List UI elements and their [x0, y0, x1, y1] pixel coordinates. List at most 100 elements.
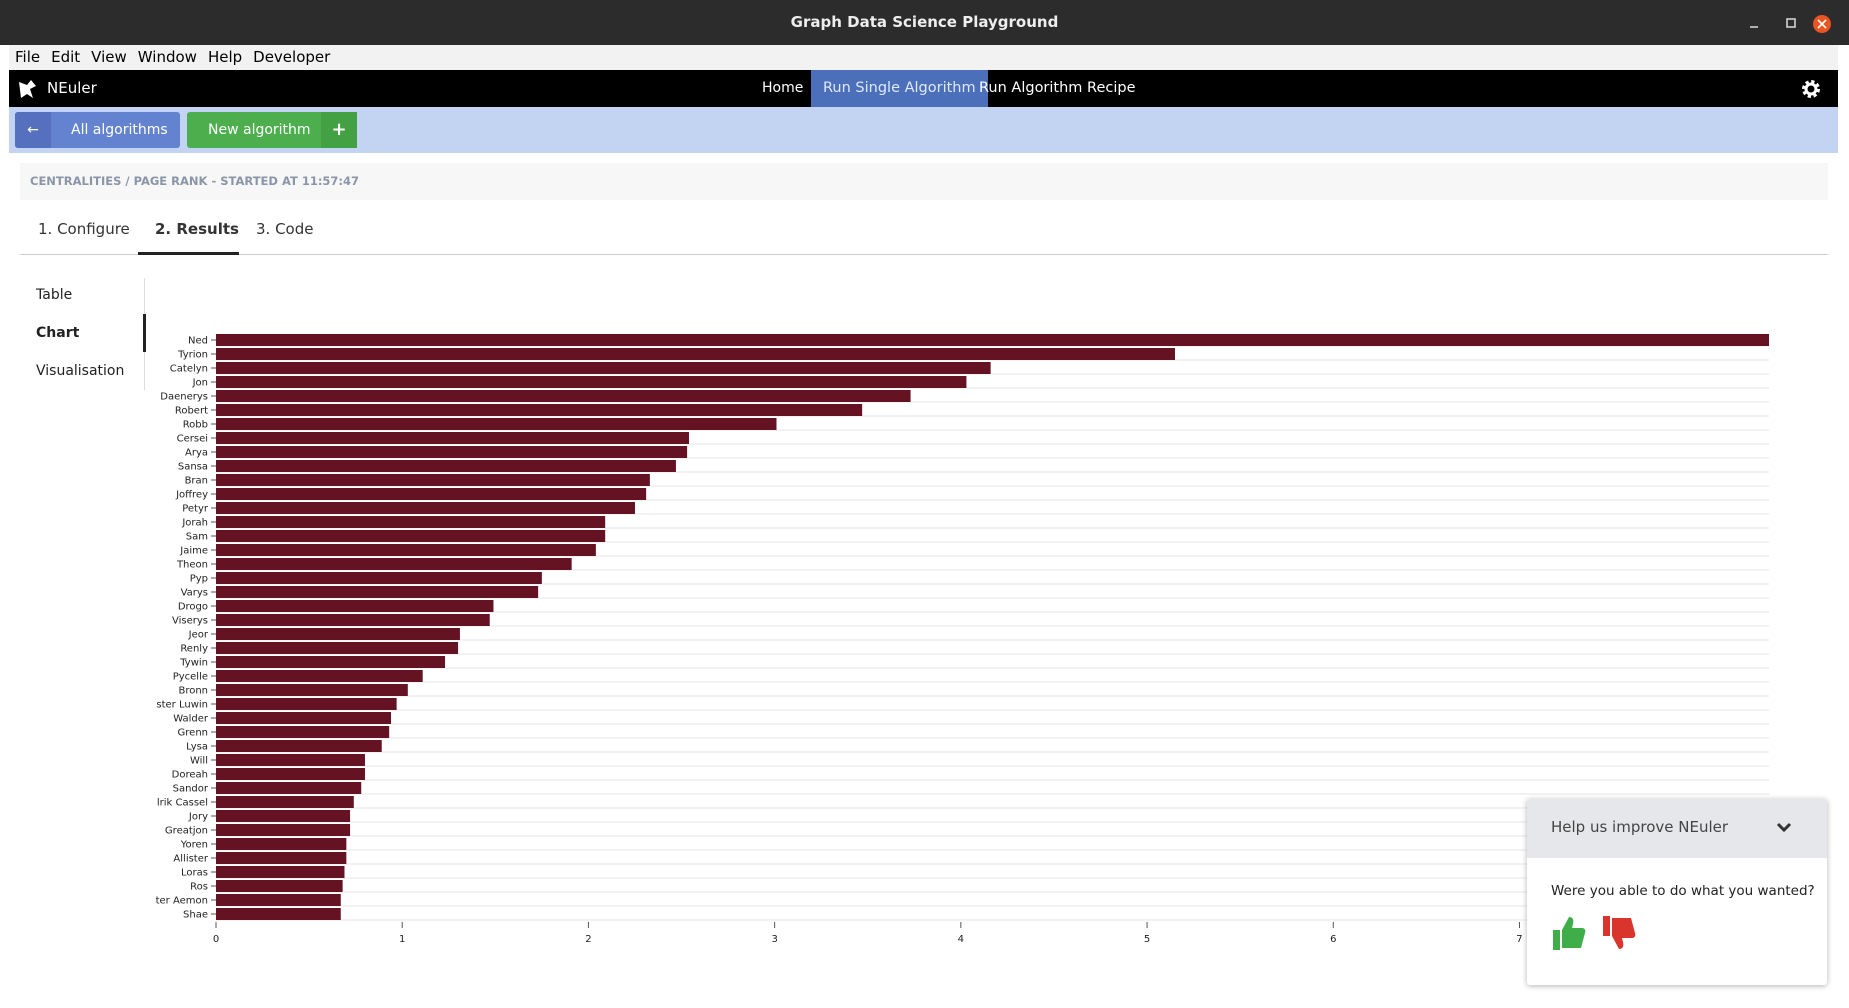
collapse-icon[interactable] [1775, 821, 1793, 835]
menu-item[interactable]: Edit [51, 48, 81, 66]
brand[interactable]: NEuler [47, 79, 97, 97]
bar [216, 488, 647, 500]
bar [216, 558, 572, 570]
bar [216, 642, 459, 654]
y-tick-label: lrik Cassel [157, 798, 208, 809]
bar [216, 376, 967, 388]
logo [19, 80, 36, 98]
y-tick-label: Sam [186, 532, 208, 543]
x-tick-label: 6 [1330, 934, 1336, 945]
bar [216, 698, 397, 710]
y-tick-label: Doreah [172, 770, 208, 781]
y-tick-label: Greatjon [165, 826, 208, 837]
y-tick-label: Bran [185, 476, 208, 487]
x-tick-label: 0 [213, 934, 219, 945]
menu-item[interactable]: Help [207, 48, 243, 66]
y-tick-label: Ros [190, 882, 208, 893]
bar [216, 432, 689, 444]
x-tick-label: 5 [1144, 934, 1150, 945]
bar [216, 740, 382, 752]
bar [216, 586, 539, 598]
y-tick-label: Allister [173, 854, 208, 865]
tab-underline [138, 252, 239, 255]
x-tick-label: 1 [399, 934, 405, 945]
bar [216, 824, 351, 836]
side-item[interactable]: Visualisation [36, 363, 125, 379]
y-tick-label: Petyr [182, 504, 209, 515]
bar [216, 600, 494, 612]
breadcrumb-text: CENTRALITIES / PAGE RANK - STARTED AT 11… [30, 174, 360, 188]
y-tick-label: Tywin [179, 658, 208, 669]
y-tick-label: Drogo [178, 602, 208, 613]
feedback-buttons[interactable] [1551, 914, 1641, 954]
y-tick-label: Joffrey [175, 490, 208, 501]
window-controls[interactable] [1740, 12, 1840, 36]
y-tick-label: Robb [183, 420, 208, 431]
bar [216, 838, 347, 850]
nav-link[interactable]: Home [762, 80, 804, 96]
bar [216, 516, 606, 528]
new-button[interactable]: New algorithm + [187, 112, 357, 148]
y-tick-label: Walder [173, 714, 209, 725]
y-tick-label: Jorah [181, 518, 208, 529]
menu-item[interactable]: Window [137, 48, 197, 66]
y-tick-label: Yoren [180, 840, 208, 851]
toolbar: ← All algorithms New algorithm + [9, 107, 1838, 153]
y-tick-label: Arya [185, 448, 208, 459]
y-tick-label: ster Luwin [156, 700, 208, 711]
button-label: New algorithm [208, 122, 311, 138]
feedback-title: Help us improve NEuler [1551, 818, 1729, 836]
bar [216, 390, 911, 402]
nav-link[interactable]: Run Algorithm Recipe [979, 80, 1136, 96]
nav-link-active[interactable]: Run Single Algorithm [811, 70, 988, 107]
chart: Ned Tyrion Catelyn Jon Daenerys Robert Robb Cer… [156, 334, 1769, 945]
bar [216, 656, 446, 668]
nav-bar: NEuler Home Run Single Algorithm Run Alg… [9, 70, 1838, 107]
menu-item[interactable]: View [91, 48, 127, 66]
feedback-header[interactable]: Help us improve NEuler [1527, 799, 1827, 858]
bar [216, 670, 423, 682]
bar [216, 866, 345, 878]
bar [216, 684, 408, 696]
breadcrumb: CENTRALITIES / PAGE RANK - STARTED AT 11… [20, 163, 1828, 200]
menu-item[interactable]: Developer [253, 48, 331, 66]
tab-active[interactable]: 2. Results [155, 220, 239, 238]
back-button[interactable]: ← All algorithms [15, 112, 180, 148]
tab[interactable]: 1. Configure [38, 220, 130, 238]
y-tick-label: Grenn [178, 728, 208, 739]
bar [216, 572, 542, 584]
bar [216, 348, 1175, 360]
y-tick-label: Will [190, 756, 208, 767]
y-tick-label: ter Aemon [156, 896, 208, 907]
bar [216, 544, 596, 556]
y-tick-label: Viserys [172, 616, 208, 627]
y-tick-label: Tyrion [177, 350, 208, 361]
window-title: Graph Data Science Playground [0, 0, 1849, 45]
tab[interactable]: 3. Code [256, 220, 314, 238]
bar [216, 404, 863, 416]
bar [216, 474, 650, 486]
bar [216, 628, 460, 640]
y-tick-label: Sansa [178, 462, 208, 473]
bar [216, 418, 777, 430]
x-tick-label: 7 [1516, 934, 1522, 945]
menu-item[interactable]: File [15, 48, 41, 66]
y-tick-label: Theon [176, 560, 208, 571]
bar [216, 852, 347, 864]
settings-icon[interactable] [1800, 78, 1822, 100]
x-tick-label: 3 [771, 934, 777, 945]
y-tick-label: Jory [188, 812, 208, 823]
y-tick-label: Shae [183, 910, 208, 921]
y-tick-label: Varys [181, 588, 208, 599]
tab-border [20, 254, 1828, 255]
bar [216, 530, 606, 542]
bar [216, 460, 676, 472]
side-item-active[interactable]: Chart [36, 325, 80, 341]
bar [216, 754, 365, 766]
button-label: All algorithms [71, 122, 168, 138]
bar [216, 502, 635, 514]
y-tick-label: Bronn [178, 686, 208, 697]
bar [216, 712, 392, 724]
side-item[interactable]: Table [36, 287, 73, 303]
